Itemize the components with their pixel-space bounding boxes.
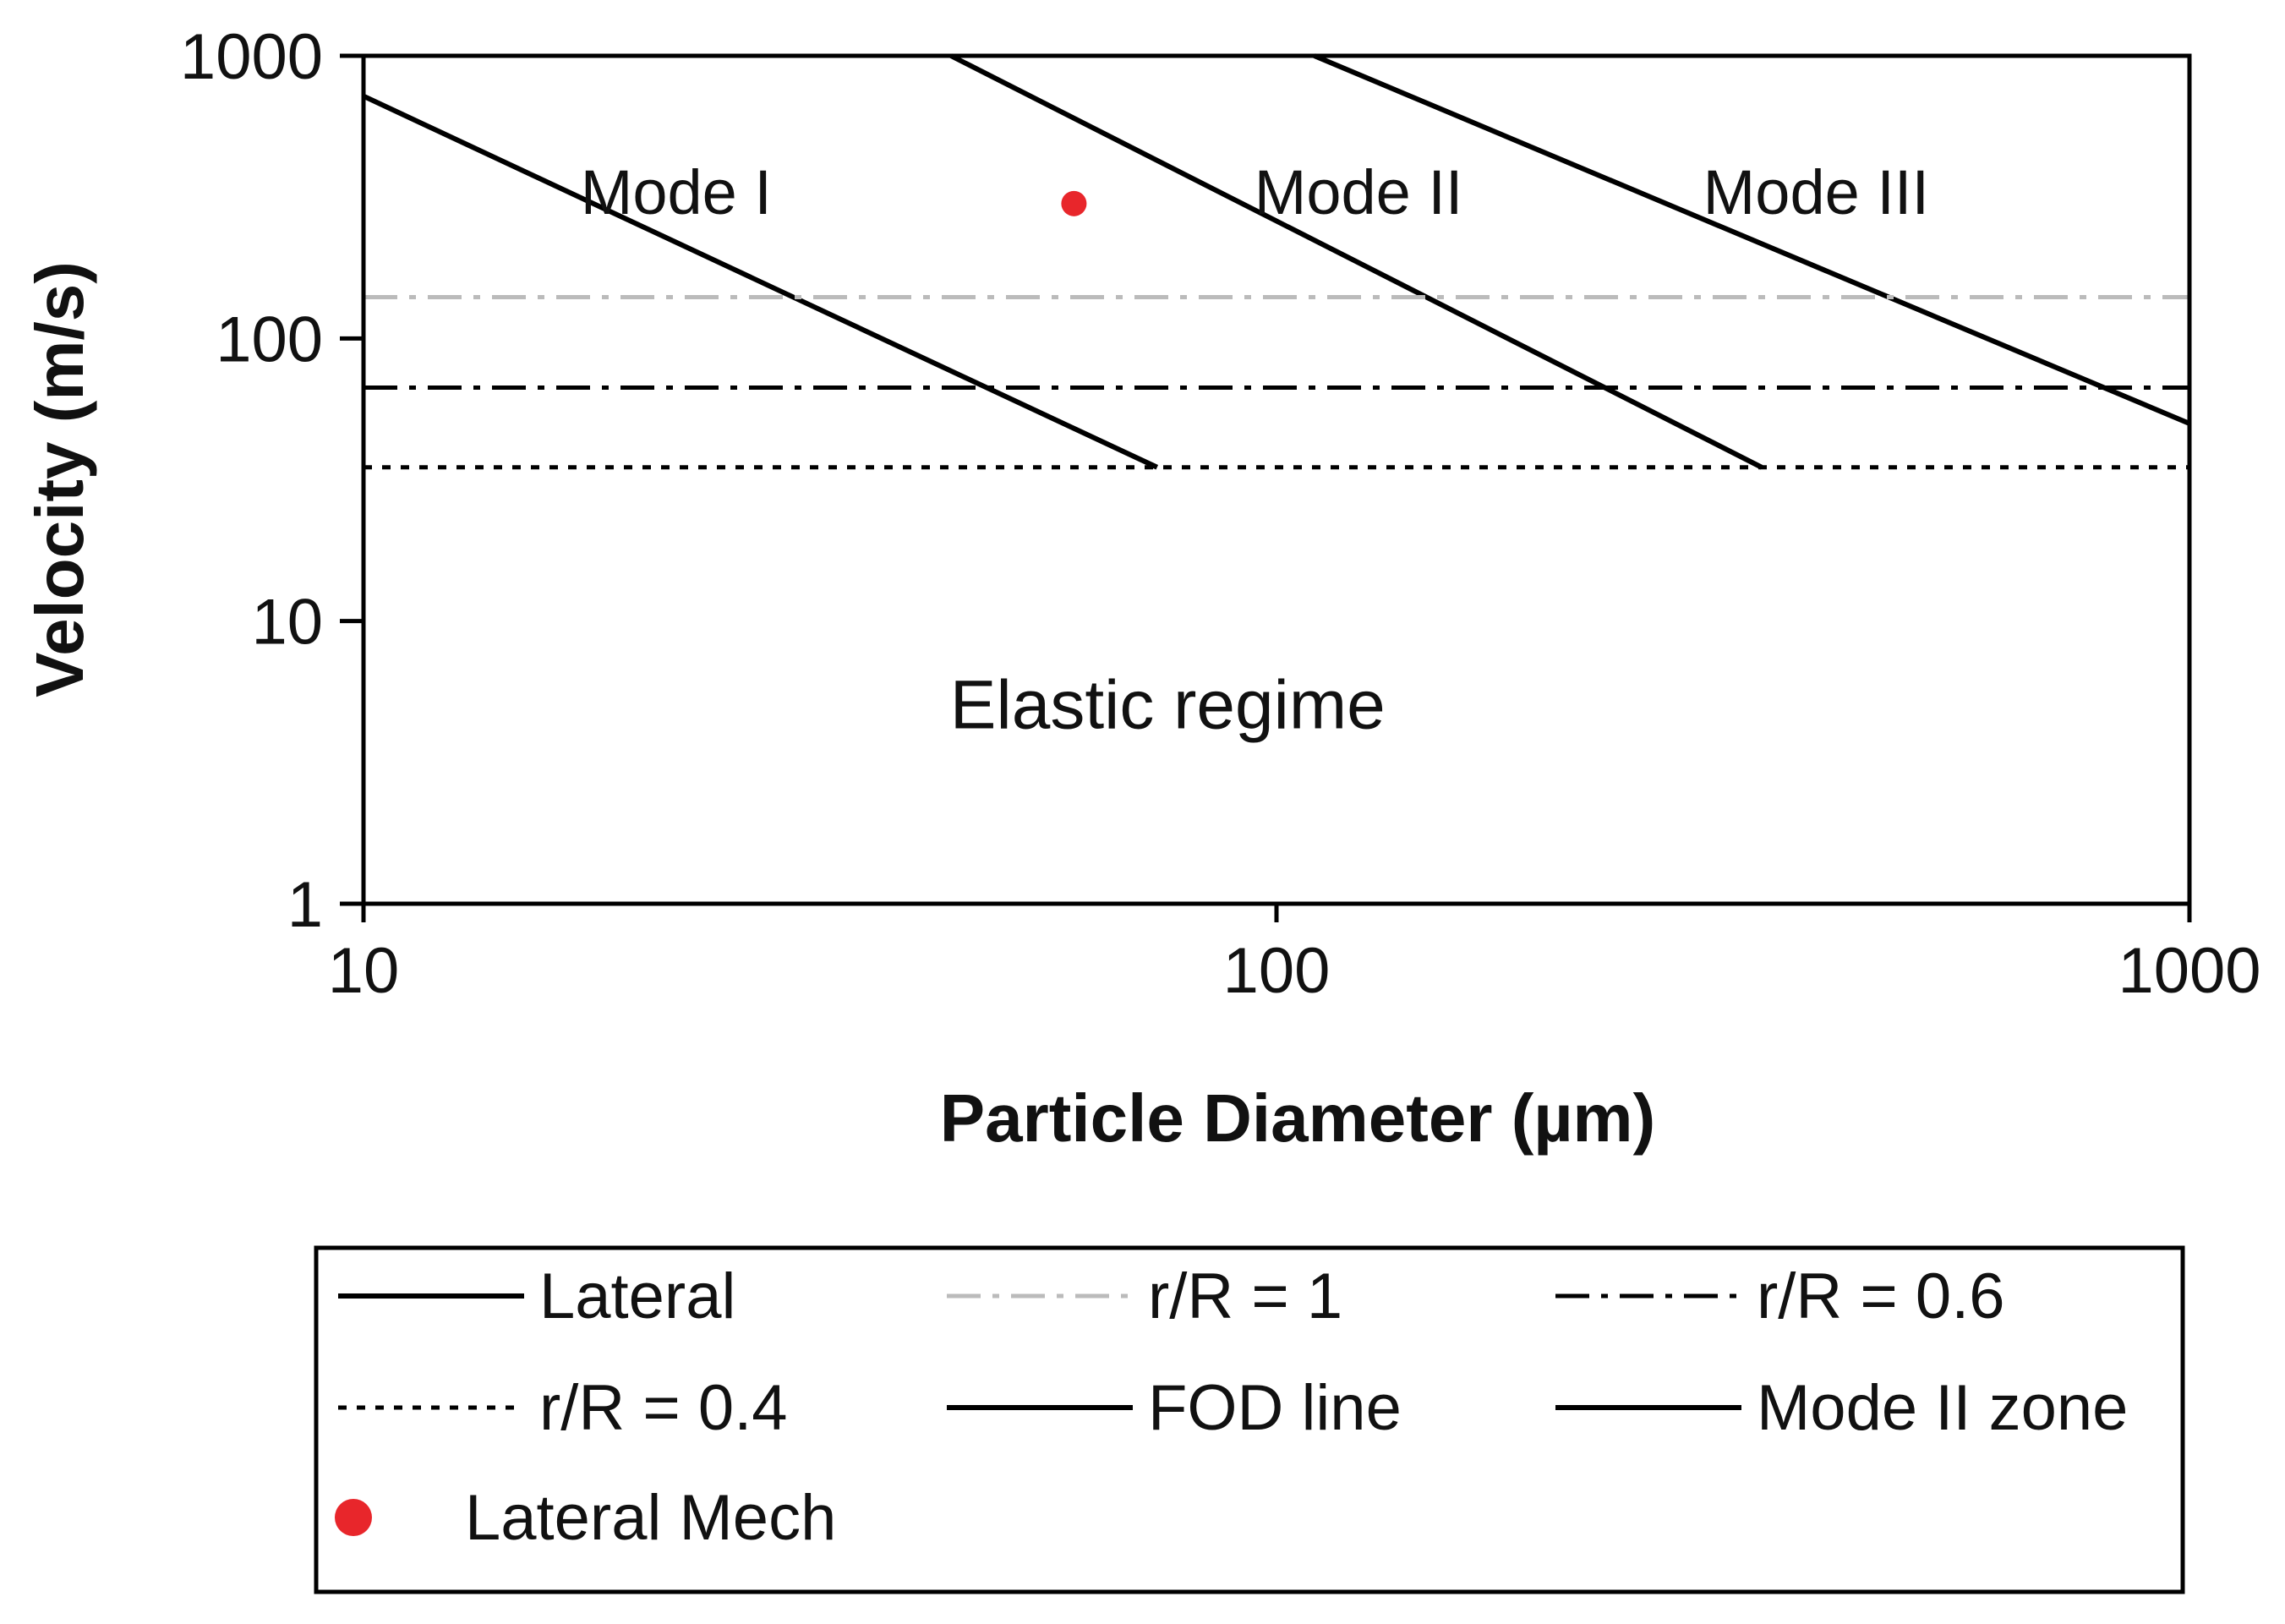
legend-entry-fod-line: FOD line bbox=[947, 1372, 1402, 1444]
legend-label-r-r-0-4: r/R = 0.4 bbox=[539, 1372, 788, 1444]
legend-label-r-r-1: r/R = 1 bbox=[1148, 1260, 1342, 1332]
x-axis-title: Particle Diameter (µm) bbox=[940, 1080, 1655, 1156]
series-mode-ii-zone-line bbox=[1313, 53, 2191, 426]
legend-marker-lateral-mech bbox=[335, 1499, 372, 1536]
legend-entries: Lateral r/R = 1 r/R = 0.6 r/R = 0.4 FOD line… bbox=[335, 1260, 2128, 1554]
legend-frame bbox=[314, 1245, 2185, 1594]
y-tick-label: 10 bbox=[251, 587, 323, 659]
region-label-mode1: Mode I bbox=[581, 157, 772, 227]
legend-label-lateral-mech: Lateral Mech bbox=[465, 1482, 836, 1554]
x-tick-label: 10 bbox=[328, 935, 400, 1007]
series-lateral-mech-point bbox=[1061, 190, 1087, 216]
region-label-mode2: Mode II bbox=[1255, 157, 1463, 227]
x-tick-label: 1000 bbox=[2118, 935, 2260, 1007]
legend-entry-r-r-0-6: r/R = 0.6 bbox=[1555, 1260, 2005, 1332]
y-tick-label: 1000 bbox=[180, 21, 323, 93]
legend: Lateral r/R = 1 r/R = 0.6 r/R = 0.4 FOD line… bbox=[314, 1245, 2185, 1594]
legend-entry-r-r-1: r/R = 1 bbox=[947, 1260, 1342, 1332]
region-label-mode3: Mode III bbox=[1703, 157, 1929, 227]
legend-entry-mode-ii-zone: Mode II zone bbox=[1555, 1372, 2128, 1444]
legend-label-fod-line: FOD line bbox=[1148, 1372, 1402, 1444]
y-tick-label: 100 bbox=[216, 303, 323, 375]
legend-label-r-r-0-6: r/R = 0.6 bbox=[1757, 1260, 2005, 1332]
legend-entry-lateral-mech: Lateral Mech bbox=[335, 1482, 836, 1554]
series-fod-line-line bbox=[949, 53, 1763, 470]
legend-label-mode-ii-zone: Mode II zone bbox=[1757, 1372, 2128, 1444]
x-tick-label: 100 bbox=[1223, 935, 1331, 1007]
series-lateral-line bbox=[362, 93, 1159, 470]
labels-layer: Mode I Mode II Mode III Elastic regime bbox=[581, 157, 1929, 743]
legend-entry-r-r-0-4: r/R = 0.4 bbox=[338, 1372, 788, 1444]
legend-label-lateral: Lateral bbox=[539, 1260, 735, 1332]
region-label-elastic: Elastic regime bbox=[950, 666, 1386, 743]
y-tick-label: 1 bbox=[287, 869, 323, 941]
series-layer bbox=[362, 53, 2191, 470]
legend-entry-lateral: Lateral bbox=[338, 1260, 735, 1332]
y-axis-title: Velocity (m/s) bbox=[22, 261, 97, 697]
